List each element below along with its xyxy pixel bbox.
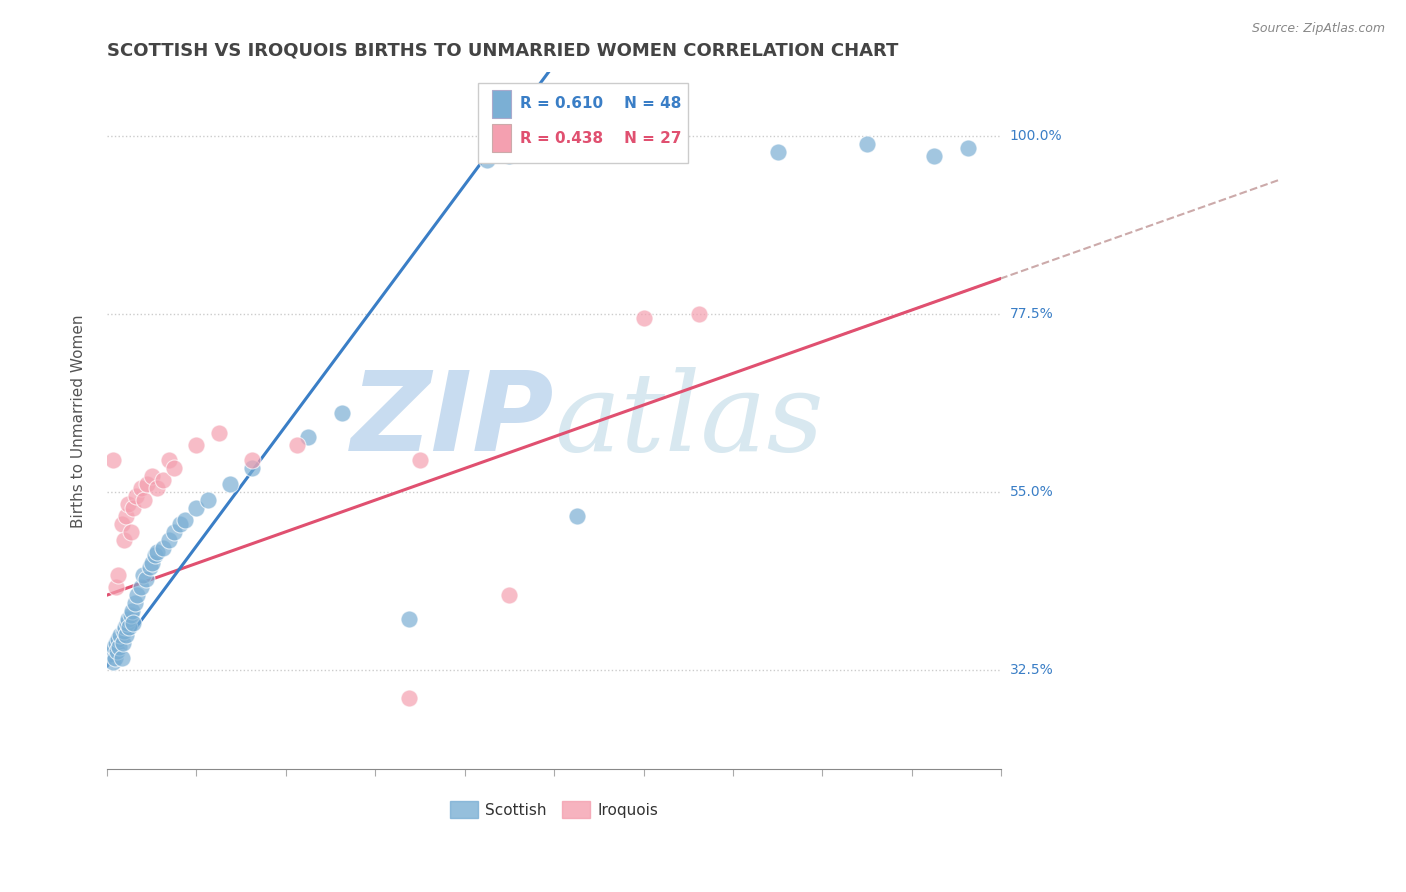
Text: SCOTTISH VS IROQUOIS BIRTHS TO UNMARRIED WOMEN CORRELATION CHART: SCOTTISH VS IROQUOIS BIRTHS TO UNMARRIED… xyxy=(107,42,898,60)
Point xyxy=(124,596,146,610)
Point xyxy=(398,691,420,706)
Point xyxy=(114,620,136,634)
Text: R = 0.438    N = 27: R = 0.438 N = 27 xyxy=(520,131,682,145)
Point xyxy=(633,310,655,325)
Point xyxy=(100,648,122,662)
Point xyxy=(475,153,498,167)
Point xyxy=(163,524,186,539)
Point xyxy=(121,604,143,618)
Point xyxy=(129,580,152,594)
Point xyxy=(498,588,520,602)
Point xyxy=(157,533,180,547)
FancyBboxPatch shape xyxy=(492,124,512,153)
Text: R = 0.610    N = 48: R = 0.610 N = 48 xyxy=(520,96,682,112)
Point xyxy=(110,651,132,665)
Point xyxy=(242,453,264,467)
Point xyxy=(104,651,127,665)
Point xyxy=(111,635,134,649)
Point xyxy=(105,580,128,594)
Point xyxy=(186,437,208,451)
Point xyxy=(956,141,979,155)
Point xyxy=(208,425,231,440)
Point xyxy=(108,640,131,654)
Y-axis label: Births to Unmarried Women: Births to Unmarried Women xyxy=(72,314,86,527)
Point xyxy=(112,624,135,638)
Point xyxy=(157,453,180,467)
Point xyxy=(143,549,166,563)
Point xyxy=(127,588,149,602)
Text: ZIP: ZIP xyxy=(350,368,554,475)
Point xyxy=(152,541,174,555)
Point xyxy=(242,461,264,475)
Point xyxy=(688,307,710,321)
FancyBboxPatch shape xyxy=(478,83,689,163)
Text: atlas: atlas xyxy=(554,368,824,475)
Point xyxy=(285,437,308,451)
Point xyxy=(152,473,174,487)
Point xyxy=(186,500,208,515)
Text: Source: ZipAtlas.com: Source: ZipAtlas.com xyxy=(1251,22,1385,36)
Point xyxy=(105,643,128,657)
Point xyxy=(856,136,879,151)
Point xyxy=(115,628,138,642)
Point xyxy=(125,489,148,503)
Point xyxy=(498,148,520,162)
Point xyxy=(141,469,163,483)
Point xyxy=(110,628,132,642)
Point xyxy=(117,497,139,511)
Point xyxy=(330,406,353,420)
Point xyxy=(120,607,142,622)
Text: 77.5%: 77.5% xyxy=(1010,307,1053,321)
Point xyxy=(135,572,157,586)
Point xyxy=(138,560,160,574)
Point xyxy=(112,533,135,547)
Point xyxy=(146,481,169,495)
Point xyxy=(120,524,142,539)
Text: 32.5%: 32.5% xyxy=(1010,664,1053,677)
Point xyxy=(107,632,129,646)
FancyBboxPatch shape xyxy=(492,90,512,118)
Point xyxy=(129,481,152,495)
Point xyxy=(105,635,128,649)
Point xyxy=(101,656,124,670)
Point xyxy=(922,148,945,162)
Point xyxy=(146,544,169,558)
Point xyxy=(163,461,186,475)
Point xyxy=(110,516,132,531)
Point xyxy=(115,615,138,630)
Point xyxy=(132,568,155,582)
Legend: Scottish, Iroquois: Scottish, Iroquois xyxy=(444,795,664,824)
Point xyxy=(117,612,139,626)
Point xyxy=(174,513,197,527)
Point xyxy=(121,615,143,630)
Point xyxy=(101,453,124,467)
Point xyxy=(132,493,155,508)
Text: 55.0%: 55.0% xyxy=(1010,485,1053,500)
Point xyxy=(169,516,191,531)
Point xyxy=(115,508,138,523)
Point xyxy=(219,477,242,491)
Point xyxy=(107,568,129,582)
Point xyxy=(141,557,163,571)
Point xyxy=(103,640,125,654)
Point xyxy=(136,477,159,491)
Point xyxy=(398,612,420,626)
Point xyxy=(197,493,219,508)
Point xyxy=(766,145,789,159)
Point xyxy=(297,430,319,444)
Point xyxy=(121,500,143,515)
Text: 100.0%: 100.0% xyxy=(1010,128,1062,143)
Point xyxy=(565,508,588,523)
Point xyxy=(118,620,141,634)
Point xyxy=(409,453,432,467)
